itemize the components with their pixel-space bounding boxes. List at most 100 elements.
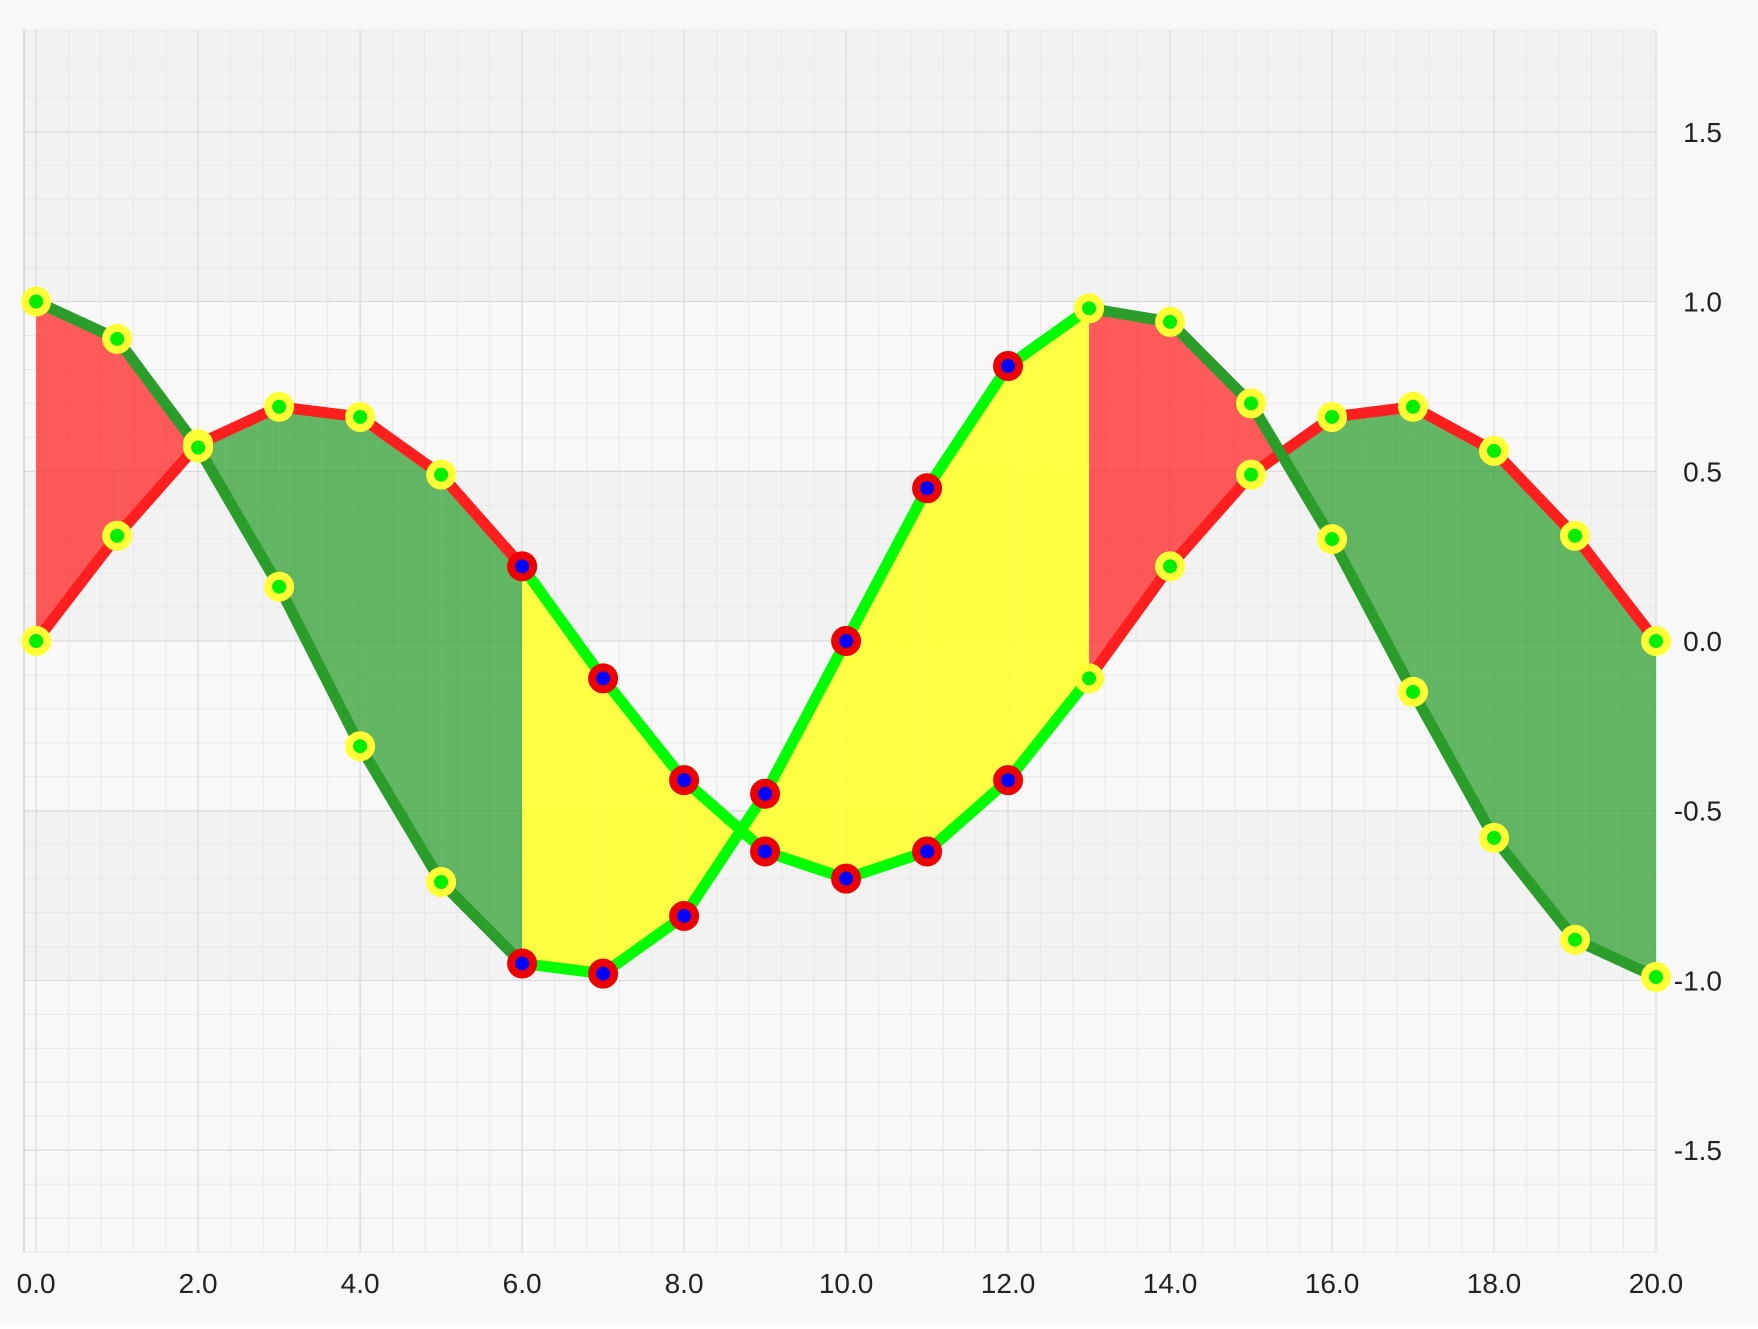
series-2-point	[1479, 822, 1510, 853]
series-1-line-segment	[597, 672, 690, 786]
series-1-line-segment	[435, 469, 528, 572]
x-tick-label: 14.0	[1143, 1268, 1198, 1299]
series-2-line-segment	[1407, 686, 1500, 844]
series-2-line-segment	[840, 482, 933, 647]
series-1-line-segment	[1083, 560, 1176, 684]
series-2-point	[831, 626, 862, 656]
series-1-point	[507, 551, 538, 582]
series-2-line-segment	[678, 788, 771, 922]
plot-band	[24, 30, 1656, 132]
band-fill-segment	[441, 474, 523, 964]
x-axis-tick-labels: 0.0 2.0 4.0 6.0 8.0 10.0 12.0 14.0 16.0 18.0 20.0	[17, 1268, 1684, 1299]
x-tick-label: 20.0	[1629, 1268, 1684, 1299]
series-1-line-segment	[30, 530, 123, 647]
band-fill-segment	[1413, 406, 1495, 838]
y-tick-label: 1.0	[1683, 287, 1722, 318]
x-tick-label: 8.0	[665, 1268, 704, 1299]
x-tick-label: 16.0	[1305, 1268, 1360, 1299]
x-tick-label: 18.0	[1467, 1268, 1522, 1299]
series-1-point	[1236, 459, 1267, 490]
series-2-line-segment	[1164, 316, 1257, 409]
x-tick-label: 10.0	[819, 1268, 874, 1299]
band-fill-segment	[927, 366, 1009, 852]
x-tick-label: 4.0	[341, 1268, 380, 1299]
series-2-point	[1560, 924, 1591, 955]
series-2-line-segment	[192, 442, 285, 593]
series-1-line-segment	[1002, 672, 1095, 786]
series-2-point	[102, 323, 133, 354]
band-fill-segment	[1008, 308, 1090, 781]
series-2-line-segment	[1245, 397, 1338, 545]
series-2-line-segment	[1326, 533, 1419, 698]
plot-band	[24, 980, 1656, 1151]
series-1-point	[102, 520, 133, 551]
series-1-point	[21, 626, 52, 656]
series-2-point	[912, 473, 943, 504]
series-2-line-segment	[435, 876, 528, 969]
series-2-point	[264, 571, 295, 602]
data-point-markers	[21, 286, 1671, 993]
series-1-line-segment	[921, 774, 1014, 857]
series-1-line-segment	[1569, 530, 1662, 647]
band-fill-segment	[1575, 535, 1656, 978]
series-2-point	[426, 867, 457, 898]
series-2-point	[1074, 293, 1105, 324]
series-2-point	[507, 948, 538, 979]
series-1-point	[345, 401, 376, 432]
series-1-line-segment	[678, 774, 771, 857]
x-tick-label: 2.0	[179, 1268, 218, 1299]
y-tick-label: 1.5	[1683, 117, 1722, 148]
series-2-point	[1236, 388, 1267, 419]
series-2-line-segment	[111, 333, 204, 454]
band-fill-segment	[1332, 406, 1414, 692]
series-1-point	[669, 765, 700, 796]
series-1-point	[993, 765, 1024, 796]
series-1-point	[1560, 520, 1591, 551]
plot-band	[24, 131, 1656, 302]
series-1-line-segment	[516, 560, 609, 684]
series-2-point	[345, 731, 376, 762]
series-1-point	[1155, 551, 1186, 582]
series-2-line-segment	[759, 635, 852, 800]
series-2-line-segment	[273, 581, 366, 752]
series-1-point	[831, 863, 862, 894]
series-1-line-segment	[1245, 411, 1338, 481]
series-2-point	[993, 351, 1024, 382]
x-tick-label: 12.0	[981, 1268, 1036, 1299]
band-fill-segment	[846, 488, 928, 879]
series-1-point	[1398, 391, 1429, 422]
series-2-point	[1398, 676, 1429, 707]
x-tick-label: 0.0	[17, 1268, 56, 1299]
series-1-line-segment	[1407, 401, 1500, 457]
band-fill-segment	[603, 678, 685, 974]
y-axis-tick-labels: 1.5 1.0 0.5 0.0 -0.5 -1.0 -1.5	[1674, 117, 1722, 1166]
y-tick-label: -0.5	[1674, 796, 1722, 827]
x-tick-label: 6.0	[503, 1268, 542, 1299]
series-2-point	[750, 778, 781, 809]
series-1-point	[264, 391, 295, 422]
series-2-line-segment	[921, 360, 1014, 494]
series-2-line-segment	[597, 910, 690, 980]
series-2-point	[1155, 306, 1186, 337]
series-1-point	[1317, 401, 1348, 432]
series-1-line-segment	[354, 411, 447, 481]
band-fills	[36, 301, 1656, 978]
series-1-line-segment	[1488, 445, 1581, 542]
y-tick-label: -1.5	[1674, 1135, 1722, 1166]
series-2-point	[1641, 962, 1671, 993]
y-tick-label: 0.0	[1683, 626, 1722, 657]
series-2-line-segment	[354, 740, 447, 888]
major-gridlines	[23, 30, 1657, 1252]
y-tick-label: 0.5	[1683, 456, 1722, 487]
series-1-point	[426, 459, 457, 490]
series-2-point	[183, 432, 214, 463]
series-1-point	[1641, 626, 1671, 656]
series-1-point	[1074, 663, 1105, 694]
series-1-line-segment	[1164, 469, 1257, 572]
band-fill-segment	[684, 780, 741, 916]
series-1-point	[750, 836, 781, 867]
band-fill-segment	[279, 406, 361, 747]
series-2-point	[669, 900, 700, 931]
series-2-line-segment	[1488, 832, 1581, 946]
